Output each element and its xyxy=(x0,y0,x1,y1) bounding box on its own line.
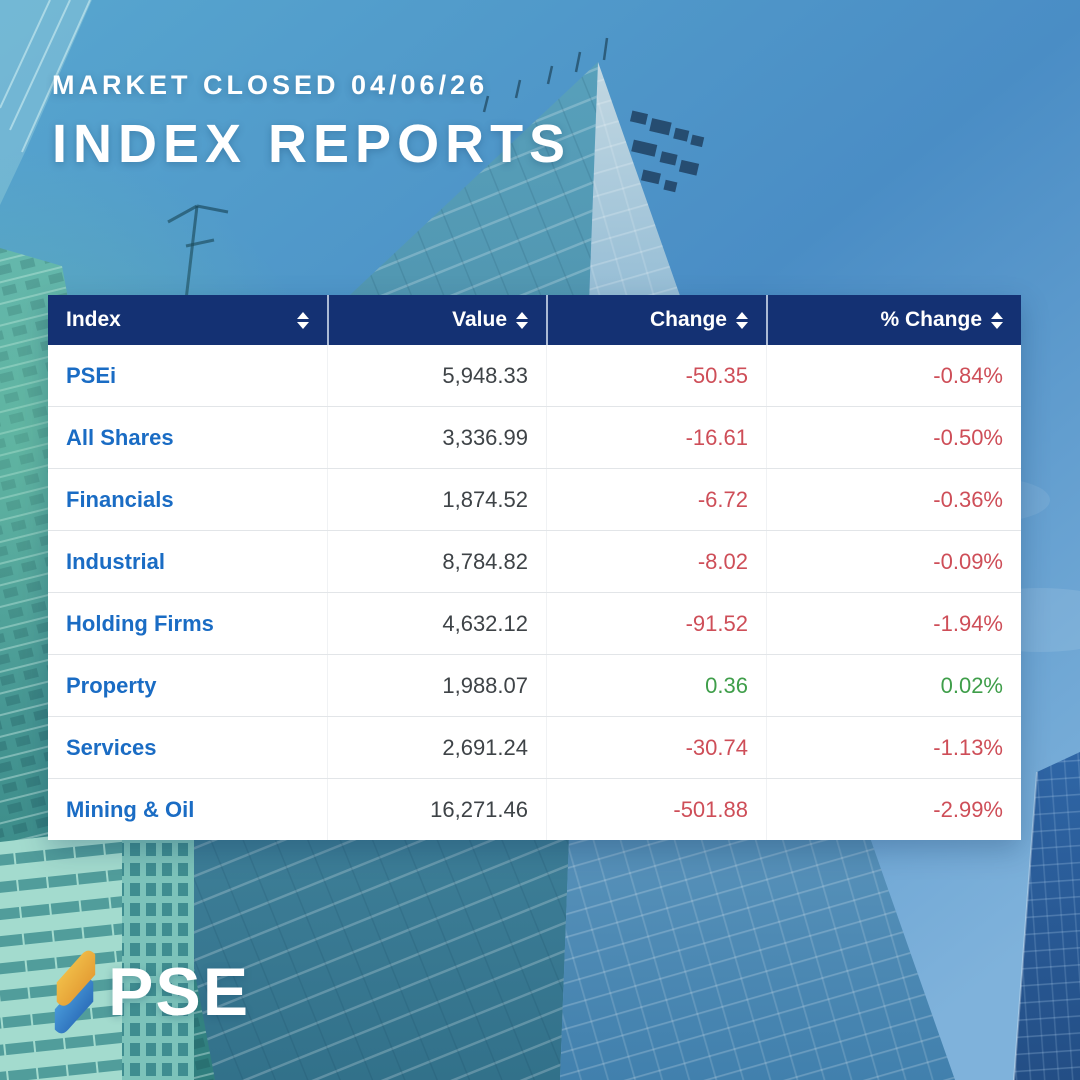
table-row: Property 1,988.07 0.36 0.02% xyxy=(48,654,1021,716)
index-pct-change: -2.99% xyxy=(766,779,1021,840)
table-row: Services 2,691.24 -30.74 -1.13% xyxy=(48,716,1021,778)
column-label: % Change xyxy=(880,308,982,331)
index-value: 3,336.99 xyxy=(327,407,546,468)
table-row: PSEi 5,948.33 -50.35 -0.84% xyxy=(48,345,1021,406)
pse-logo: PSE xyxy=(50,944,250,1040)
sort-icon[interactable] xyxy=(736,311,748,329)
pse-logo-text: PSE xyxy=(108,954,251,1030)
index-table: Index Value Change % Change PSEi 5,948.3… xyxy=(48,295,1021,840)
index-change: -91.52 xyxy=(546,593,766,654)
narrow-window-building xyxy=(122,826,194,1080)
page-title: INDEX REPORTS xyxy=(52,114,572,174)
index-value: 4,632.12 xyxy=(327,593,546,654)
index-change: -30.74 xyxy=(546,717,766,778)
table-body: PSEi 5,948.33 -50.35 -0.84% All Shares 3… xyxy=(48,345,1021,840)
table-row: Industrial 8,784.82 -8.02 -0.09% xyxy=(48,530,1021,592)
index-pct-change: -0.84% xyxy=(766,345,1021,406)
mint-floors-building xyxy=(0,828,122,1080)
index-pct-change: -1.13% xyxy=(766,717,1021,778)
roof-antennas xyxy=(482,37,609,113)
table-row: Holding Firms 4,632.12 -91.52 -1.94% xyxy=(48,592,1021,654)
column-header-pct-change[interactable]: % Change xyxy=(766,295,1021,345)
pse-logo-mark-icon xyxy=(54,950,96,1034)
index-name: Holding Firms xyxy=(66,610,214,636)
index-change: -8.02 xyxy=(546,531,766,592)
heading-block: MARKET CLOSED 04/06/26 INDEX REPORTS xyxy=(52,70,571,175)
column-header-index[interactable]: Index xyxy=(48,295,327,345)
sort-icon[interactable] xyxy=(991,311,1003,329)
index-pct-change: -0.36% xyxy=(766,469,1021,530)
index-change: -16.61 xyxy=(546,407,766,468)
index-change: -50.35 xyxy=(546,345,766,406)
index-pct-change: -0.09% xyxy=(766,531,1021,592)
index-change: -6.72 xyxy=(546,469,766,530)
table-header-row: Index Value Change % Change xyxy=(48,295,1021,345)
index-value: 1,874.52 xyxy=(327,469,546,530)
index-name: PSEi xyxy=(66,362,117,388)
table-row: Financials 1,874.52 -6.72 -0.36% xyxy=(48,468,1021,530)
index-value: 5,948.33 xyxy=(327,345,546,406)
index-name: Mining & Oil xyxy=(66,796,195,822)
index-pct-change: 0.02% xyxy=(766,655,1021,716)
index-pct-change: -1.94% xyxy=(766,593,1021,654)
market-status: MARKET CLOSED 04/06/26 xyxy=(52,70,489,100)
column-label: Change xyxy=(649,308,727,331)
column-label: Value xyxy=(452,308,507,331)
index-name: Financials xyxy=(66,486,174,512)
right-corner-tower xyxy=(1013,752,1080,1080)
index-value: 1,988.07 xyxy=(327,655,546,716)
index-change: 0.36 xyxy=(546,655,766,716)
index-value: 16,271.46 xyxy=(327,779,546,840)
index-name: Property xyxy=(66,672,157,698)
index-value: 8,784.82 xyxy=(327,531,546,592)
index-change: -501.88 xyxy=(546,779,766,840)
table-row: Mining & Oil 16,271.46 -501.88 -2.99% xyxy=(48,778,1021,840)
index-name: All Shares xyxy=(66,424,174,450)
index-name: Services xyxy=(66,734,157,760)
index-pct-change: -0.50% xyxy=(766,407,1021,468)
index-value: 2,691.24 xyxy=(327,717,546,778)
column-label: Index xyxy=(66,308,121,331)
building-signage xyxy=(629,110,705,193)
table-row: All Shares 3,336.99 -16.61 -0.50% xyxy=(48,406,1021,468)
column-header-change[interactable]: Change xyxy=(546,295,766,345)
sort-icon[interactable] xyxy=(516,311,528,329)
column-header-value[interactable]: Value xyxy=(327,295,546,345)
index-name: Industrial xyxy=(66,548,166,574)
sort-icon[interactable] xyxy=(297,311,309,329)
